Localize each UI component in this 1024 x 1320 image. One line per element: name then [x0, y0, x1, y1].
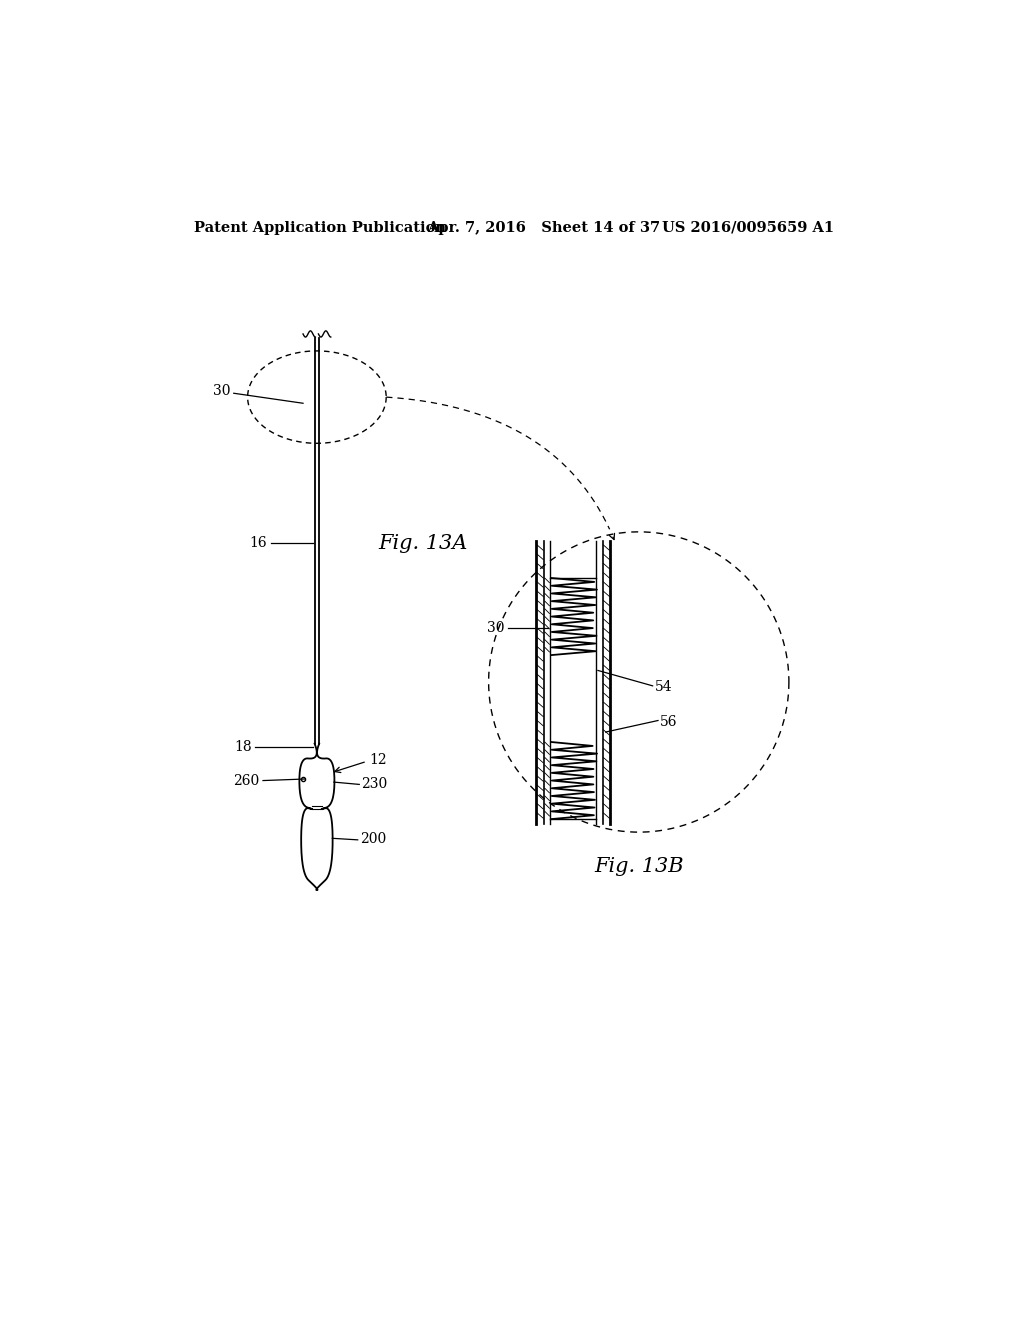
Text: 18: 18	[233, 741, 252, 755]
Text: US 2016/0095659 A1: US 2016/0095659 A1	[662, 220, 834, 235]
Text: 260: 260	[232, 775, 259, 788]
Text: 56: 56	[660, 715, 678, 729]
Text: 30: 30	[213, 384, 230, 397]
Text: 54: 54	[655, 680, 673, 694]
Text: 12: 12	[370, 752, 387, 767]
Text: 200: 200	[360, 832, 386, 846]
Text: 30: 30	[486, 622, 504, 635]
Text: 230: 230	[361, 776, 388, 791]
Text: Patent Application Publication: Patent Application Publication	[195, 220, 446, 235]
Text: Apr. 7, 2016   Sheet 14 of 37: Apr. 7, 2016 Sheet 14 of 37	[427, 220, 660, 235]
Text: 16: 16	[249, 536, 267, 550]
Text: Fig. 13B: Fig. 13B	[594, 857, 684, 876]
Text: Fig. 13A: Fig. 13A	[379, 533, 468, 553]
